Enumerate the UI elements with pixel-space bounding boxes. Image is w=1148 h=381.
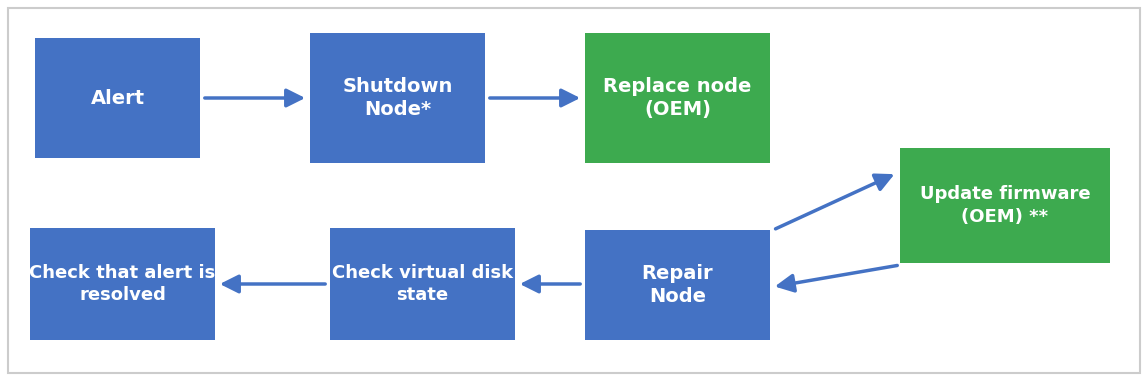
Text: Replace node
(OEM): Replace node (OEM) bbox=[604, 77, 752, 119]
FancyBboxPatch shape bbox=[329, 228, 515, 340]
FancyBboxPatch shape bbox=[30, 228, 215, 340]
Text: Repair
Node: Repair Node bbox=[642, 264, 713, 306]
Text: Shutdown
Node*: Shutdown Node* bbox=[342, 77, 452, 119]
FancyBboxPatch shape bbox=[900, 148, 1110, 263]
Text: Update firmware
(OEM) **: Update firmware (OEM) ** bbox=[920, 186, 1091, 226]
Text: Check virtual disk
state: Check virtual disk state bbox=[332, 264, 513, 304]
FancyBboxPatch shape bbox=[34, 38, 200, 158]
FancyBboxPatch shape bbox=[585, 230, 770, 340]
FancyBboxPatch shape bbox=[585, 33, 770, 163]
Text: Check that alert is
resolved: Check that alert is resolved bbox=[30, 264, 216, 304]
FancyBboxPatch shape bbox=[310, 33, 484, 163]
Text: Alert: Alert bbox=[91, 88, 145, 107]
